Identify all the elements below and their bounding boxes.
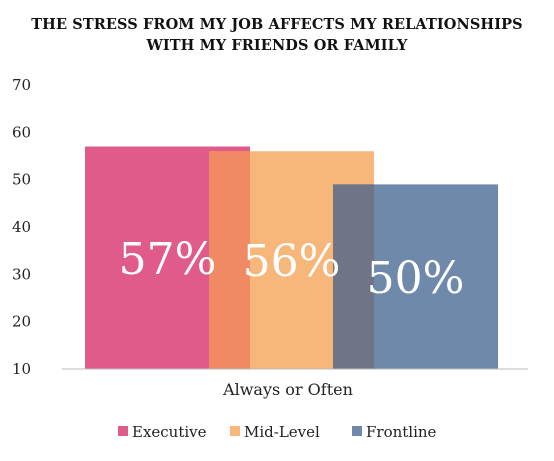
legend-swatch — [352, 426, 362, 436]
data-label: 50% — [367, 253, 465, 304]
chart-title-line-1: THE STRESS FROM MY JOB AFFECTS MY RELATI… — [31, 16, 523, 33]
y-tick-label: 20 — [12, 313, 31, 331]
legend-label: Mid-Level — [244, 423, 320, 441]
bar-overlap-mid-level-frontline — [333, 184, 374, 369]
y-tick-label: 30 — [12, 265, 31, 283]
y-tick-label: 10 — [12, 360, 31, 378]
bar-overlap-executive-mid-level — [209, 151, 250, 369]
x-category-label: Always or Often — [222, 380, 353, 399]
legend-swatch — [230, 426, 240, 436]
y-tick-label: 40 — [12, 218, 31, 236]
data-label: 57% — [119, 234, 217, 285]
legend-swatch — [118, 426, 128, 436]
data-label: 56% — [243, 236, 341, 287]
y-tick-label: 50 — [12, 171, 31, 189]
chart-title-line-2: WITH MY FRIENDS OR FAMILY — [146, 37, 408, 54]
legend-label: Frontline — [366, 423, 437, 441]
y-tick-label: 60 — [12, 123, 31, 141]
legend-label: Executive — [132, 423, 207, 441]
y-tick-label: 70 — [12, 76, 31, 94]
